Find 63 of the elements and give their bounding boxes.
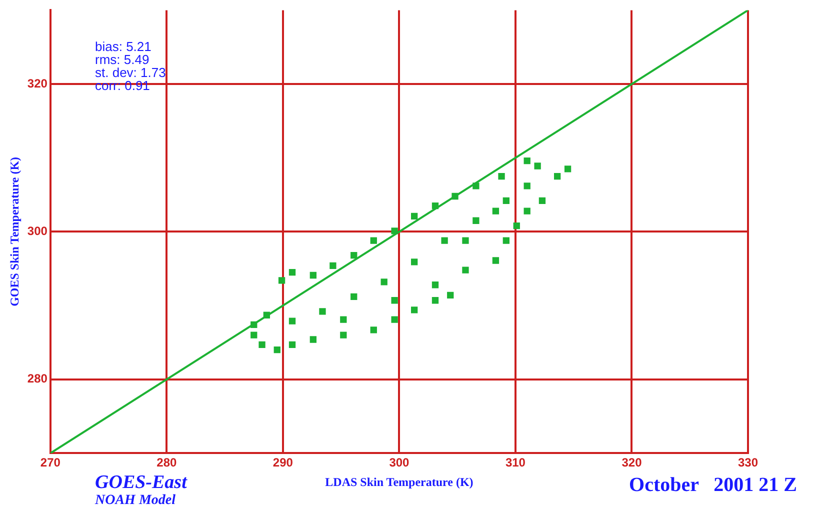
y-axis-title: GOES Skin Temperature (K) [7, 156, 22, 306]
x-tick-label: 280 [156, 456, 178, 470]
point [472, 217, 480, 224]
point [310, 272, 317, 279]
point [288, 318, 296, 324]
annotation: st. dev: 1.73 [95, 65, 166, 80]
text: October 2001 21 Z [629, 474, 797, 497]
point [524, 208, 530, 214]
annotation: rms: 5.49 [95, 52, 150, 67]
x-axis-title: LDAS Skin Temperature (K) [325, 474, 474, 489]
point [502, 197, 510, 204]
point [492, 208, 500, 214]
x-tick-label: 310 [505, 456, 526, 470]
y-tick-label: 320 [27, 76, 48, 90]
point [380, 278, 388, 286]
point [410, 306, 418, 314]
point [391, 297, 398, 304]
point [258, 341, 266, 348]
point [340, 332, 347, 338]
text: GOES-East [95, 472, 187, 493]
point [432, 282, 439, 288]
point [513, 222, 520, 230]
point [274, 346, 280, 354]
point [502, 237, 510, 244]
x-tick-label: 290 [272, 456, 294, 470]
point [554, 172, 561, 180]
x-tick-label: 320 [622, 456, 642, 470]
point [350, 293, 358, 300]
point [538, 197, 546, 204]
point [524, 182, 530, 190]
point [410, 212, 418, 220]
point [472, 182, 480, 190]
x-tick-label: 330 [738, 456, 758, 470]
point [534, 162, 541, 170]
point [432, 297, 439, 304]
point [330, 262, 336, 269]
point [370, 237, 377, 244]
point [278, 277, 286, 284]
point [564, 166, 572, 172]
y-tick-label: 280 [27, 372, 48, 386]
point [350, 252, 358, 259]
x-tick-label: 270 [40, 456, 61, 470]
point [462, 237, 469, 244]
point [441, 237, 448, 244]
point [498, 172, 505, 180]
point [319, 308, 326, 315]
point [410, 258, 418, 266]
point [340, 316, 347, 323]
point [310, 336, 317, 343]
point [492, 257, 500, 264]
point [447, 292, 454, 299]
point [391, 316, 398, 323]
point [288, 268, 296, 276]
point [524, 157, 530, 164]
annotation: bias: 5.21 [95, 39, 152, 54]
text: NOAH Model [95, 492, 176, 510]
point [250, 332, 258, 338]
x-tick-label: 300 [389, 456, 410, 470]
point [462, 266, 469, 274]
point [288, 341, 296, 348]
y-tick-label: 300 [27, 224, 48, 238]
point [391, 228, 398, 234]
point [370, 326, 377, 334]
